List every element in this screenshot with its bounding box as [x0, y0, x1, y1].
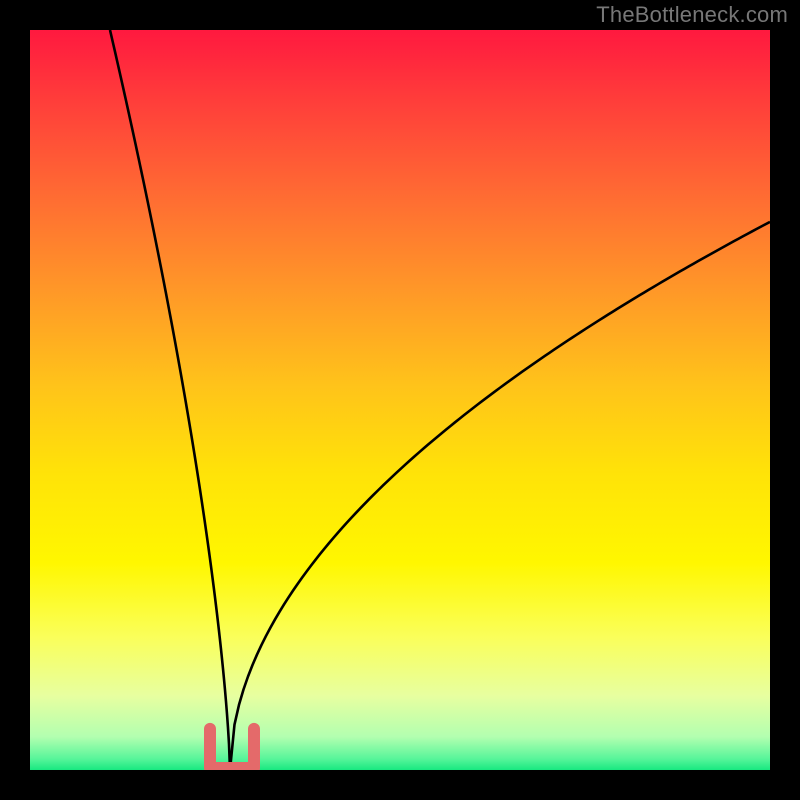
gradient-background [30, 30, 770, 770]
plot-area [30, 30, 770, 770]
watermark-text: TheBottleneck.com [596, 2, 788, 28]
chart-svg [30, 30, 770, 770]
